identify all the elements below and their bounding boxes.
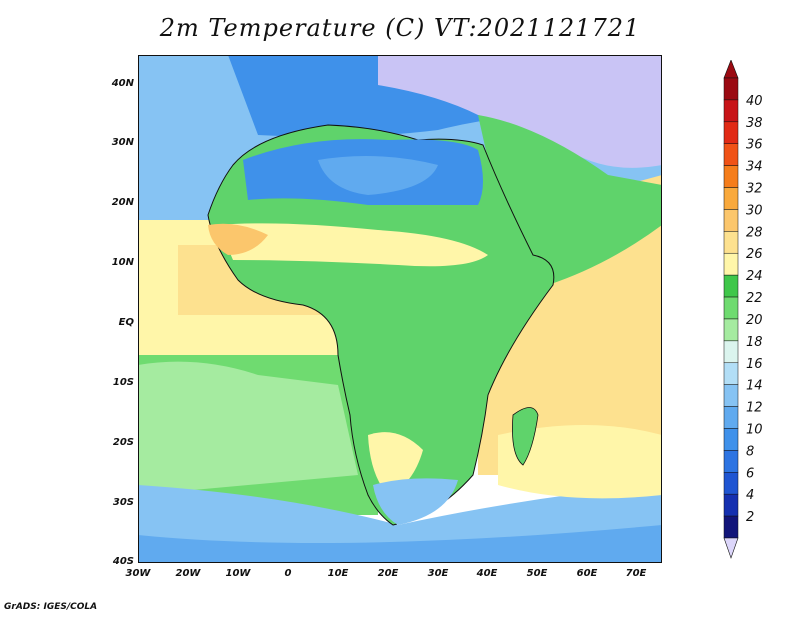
colorbar-label: 8 — [746, 444, 754, 459]
ocean-south-atlantic-cool — [138, 361, 358, 495]
colorbar-bin — [723, 406, 739, 429]
colorbar-label: 10 — [746, 422, 763, 437]
chart-title: 2m Temperature (C) VT:2021121721 — [159, 14, 641, 42]
colorbar-bin — [723, 515, 739, 539]
lat-label-30s: 30S — [112, 497, 134, 508]
colorbar-label: 20 — [746, 313, 763, 328]
lat-label-20n: 20N — [111, 197, 134, 208]
lon-label-40e: 40E — [476, 568, 498, 579]
colorbar-bin — [723, 296, 739, 320]
colorbar-label: 38 — [746, 116, 763, 131]
lat-label-40s: 40S — [112, 556, 134, 567]
colorbar-label: 34 — [746, 160, 763, 175]
lat-label-10n: 10N — [111, 257, 134, 268]
colorbar-label: 28 — [746, 225, 763, 240]
temperature-map — [138, 55, 662, 563]
lat-label-40n: 40N — [111, 78, 134, 89]
lon-label-20e: 20E — [377, 568, 399, 579]
colorbar-bin — [723, 340, 739, 364]
colorbar-label: 26 — [746, 247, 763, 262]
lon-label-30e: 30E — [427, 568, 449, 579]
lon-label-50e: 50E — [526, 568, 548, 579]
land-madagascar — [512, 407, 539, 466]
lon-label-70e: 70E — [625, 568, 647, 579]
colorbar-label: 4 — [746, 488, 754, 503]
lon-label-0: 0 — [284, 568, 292, 579]
land-sahara-core — [318, 156, 438, 195]
colorbar-bin — [723, 231, 739, 254]
lon-label-30w: 30W — [125, 568, 151, 579]
colorbar-bin — [723, 99, 739, 123]
lat-label-30n: 30N — [111, 137, 134, 148]
colorbar-label: 2 — [746, 510, 754, 525]
land-south-africa — [373, 478, 458, 525]
lat-label-eq: EQ — [118, 317, 134, 328]
land-eurasia — [378, 55, 662, 168]
colorbar-bin — [723, 384, 739, 407]
ocean-indian-south — [498, 425, 662, 499]
colorbar-label: 36 — [746, 138, 763, 153]
colorbar-bin — [723, 143, 739, 166]
colorbar-bin — [723, 450, 739, 473]
colorbar-bin — [723, 362, 739, 385]
lon-label-60e: 60E — [576, 568, 598, 579]
colorbar-label: 12 — [746, 401, 763, 416]
colorbar-bin — [723, 493, 739, 517]
colorbar-over-triangle — [723, 60, 739, 79]
colorbar-bin — [723, 165, 739, 188]
colorbar-label: 22 — [746, 291, 763, 306]
colorbar-label: 40 — [746, 94, 763, 109]
colorbar-bin — [723, 428, 739, 451]
colorbar-label: 16 — [746, 357, 763, 372]
colorbar-bin — [723, 77, 739, 101]
colorbar-bin — [723, 187, 739, 210]
colorbar-label: 18 — [746, 335, 763, 350]
colorbar-label: 14 — [746, 379, 763, 394]
footer-credit: GrADS: IGES/COLA — [4, 602, 98, 612]
lon-label-10e: 10E — [327, 568, 349, 579]
lat-label-20s: 20S — [112, 437, 134, 448]
colorbar-bin — [723, 274, 739, 298]
colorbar-label: 24 — [746, 269, 763, 284]
lon-label-20w: 20W — [175, 568, 201, 579]
ocean-southern-cold — [138, 525, 662, 563]
colorbar-bin — [723, 252, 739, 276]
colorbar-bin — [723, 472, 739, 495]
land-west-africa-hot — [208, 223, 268, 255]
colorbar-under-triangle — [723, 537, 739, 559]
lon-label-10w: 10W — [225, 568, 251, 579]
land-sahel — [218, 223, 488, 267]
colorbar-label: 30 — [746, 203, 763, 218]
colorbar-bin — [723, 121, 739, 144]
colorbar-label: 6 — [746, 466, 754, 481]
colorbar-bin — [723, 209, 739, 232]
colorbar-label: 32 — [746, 182, 763, 197]
lat-label-10s: 10S — [112, 377, 134, 388]
land-kalahari — [368, 432, 423, 495]
colorbar-bin — [723, 318, 739, 342]
